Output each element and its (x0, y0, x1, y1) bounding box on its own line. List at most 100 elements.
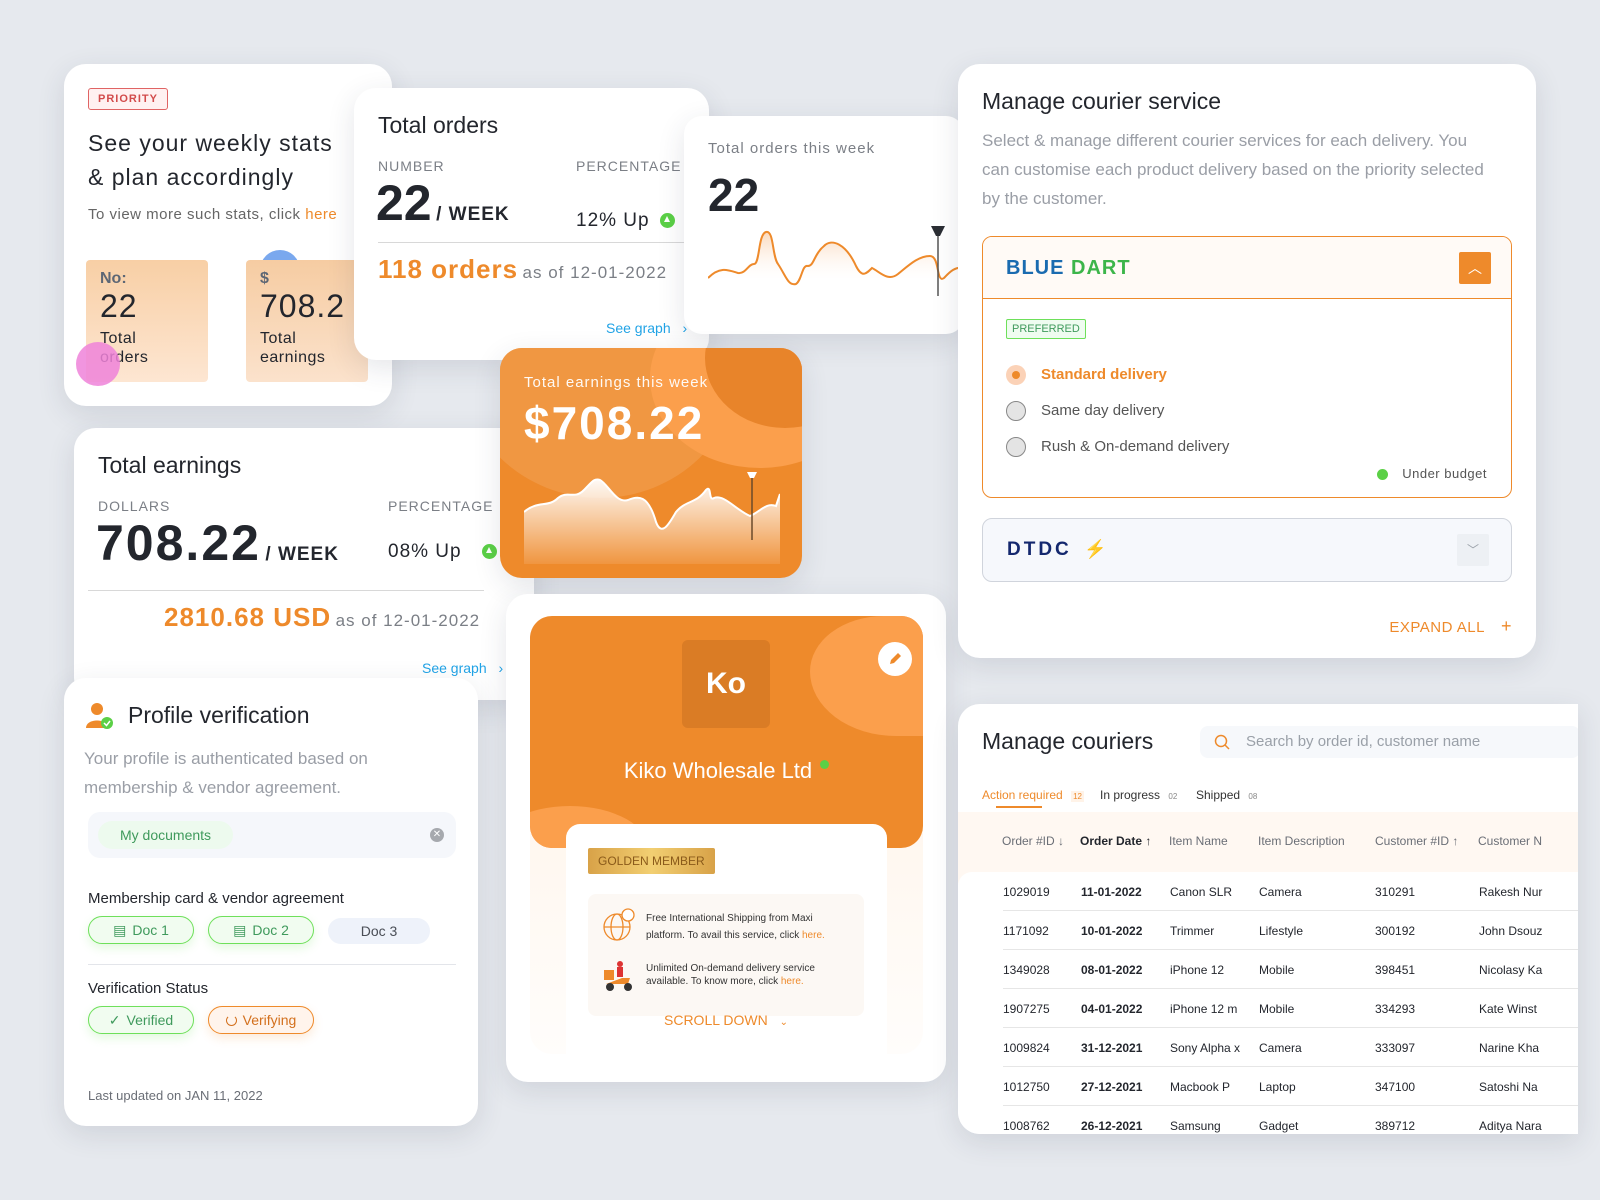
dtdc-logo: DTDC ⚡ (1007, 539, 1107, 560)
blue-dart-header[interactable]: BLUE DART ︿ (983, 237, 1511, 299)
total-orders-title: Total orders (378, 112, 499, 138)
scooter-delivery-icon (604, 961, 632, 991)
verified-badge-icon (820, 760, 830, 769)
earnings-week-title: Total earnings this week (524, 374, 709, 391)
here-link[interactable]: here. (780, 976, 804, 987)
expand-button[interactable]: ﹀ (1457, 534, 1489, 566)
table-row[interactable]: 1009824 31-12-2021 Sony Alpha x Camera 33309… (1003, 1028, 1578, 1067)
column-order-id[interactable]: Order #ID ↓ (1002, 834, 1065, 848)
up-arrow-icon (659, 213, 675, 229)
earnings-this-week-card: Total earnings this week $708.22 (500, 348, 802, 578)
earnings-see-graph-link[interactable]: See graph › (422, 660, 504, 676)
decorative-blob (810, 616, 923, 736)
courier-service-card: Manage courier service Select & manage d… (958, 64, 1536, 658)
table-row[interactable]: 1907275 04-01-2022 iPhone 12 m Mobile 334293… (1003, 989, 1578, 1028)
expand-all-button[interactable]: EXPAND ALL + (1389, 616, 1512, 636)
earnings-percentage: 08% Up (388, 541, 497, 563)
chevron-up-icon: ︿ (1468, 260, 1482, 276)
doc-1-button[interactable]: ▤ Doc 1 (88, 916, 194, 944)
tab-in-progress[interactable]: In progress 02 (1100, 788, 1178, 802)
radio-rush-delivery[interactable] (1006, 437, 1026, 457)
collapse-button[interactable]: ︿ (1459, 252, 1491, 284)
tab-shipped[interactable]: Shipped 08 (1196, 788, 1258, 802)
scroll-down-button[interactable]: SCROLL DOWN ⌄ (664, 1012, 788, 1028)
dtdc-panel[interactable]: DTDC ⚡ ﹀ (982, 518, 1512, 582)
orders-value: 22 / WEEK (376, 175, 510, 231)
membership-panel: GOLDEN MEMBER Free International Shippin… (566, 824, 887, 1082)
doc-3-button[interactable]: Doc 3 (328, 918, 430, 944)
title-line-1: See your weekly stats (88, 130, 333, 156)
golden-member-badge: GOLDEN MEMBER (588, 848, 715, 874)
orders-see-graph-link[interactable]: See graph › (606, 320, 688, 336)
option-same-day-delivery[interactable]: Same day delivery (1041, 402, 1165, 419)
spinner-icon (225, 1014, 237, 1026)
company-name: Kiko Wholesale Ltd (530, 758, 923, 784)
option-standard-delivery[interactable]: Standard delivery (1041, 366, 1167, 383)
table-row[interactable]: 1012750 27-12-2021 Macbook P Laptop 347100 Sa… (1003, 1067, 1578, 1106)
weekly-stats-card: PRIORITY See your weekly stats & plan ac… (64, 64, 392, 406)
check-icon: ✓ (108, 1011, 121, 1028)
manage-couriers-card: Manage couriers Search by order id, cust… (958, 704, 1578, 1134)
total-orders-card: Total orders NUMBER PERCENTAGE 22 / WEEK… (354, 88, 709, 360)
column-customer-name[interactable]: Customer N (1478, 834, 1543, 848)
profile-verification-card: Profile verification Your profile is aut… (64, 678, 478, 1126)
radio-standard-delivery[interactable] (1006, 365, 1026, 385)
runner-icon: ⚡ (1084, 539, 1107, 559)
globe-dollar-icon (603, 908, 635, 941)
tab-action-required[interactable]: Action required 12 (982, 788, 1084, 802)
kiko-header: Ko Kiko Wholesale Ltd (530, 616, 923, 848)
document-icon: ▤ (113, 921, 127, 938)
orders-total: 118 orders as of 12-01-2022 (378, 254, 668, 284)
kiko-profile-card: Ko Kiko Wholesale Ltd GOLDEN MEMBER Free… (506, 594, 946, 1082)
total-earnings-title: Total earnings (98, 452, 242, 478)
earnings-value: 708.22 / WEEK (96, 515, 339, 571)
profile-verification-title: Profile verification (128, 702, 310, 728)
table-row[interactable]: 1171092 10-01-2022 Trimmer Lifestyle 300192 J… (1003, 911, 1578, 950)
courier-service-description: Select & manage different courier servic… (982, 131, 1484, 208)
manage-couriers-title: Manage couriers (982, 728, 1154, 754)
orders-week-value: 22 (708, 169, 760, 221)
documents-field[interactable]: My documents ✕ (88, 812, 456, 858)
orders-percentage: 12% Up (576, 210, 675, 232)
profile-description: Your profile is authenticated based on me… (84, 749, 368, 797)
search-placeholder: Search by order id, customer name (1246, 733, 1481, 750)
blue-dart-logo: BLUE DART (1006, 257, 1131, 279)
earnings-total: 2810.68 USD as of 12-01-2022 (164, 602, 481, 632)
here-link[interactable]: here (305, 206, 338, 223)
edit-button[interactable] (878, 642, 912, 676)
table-row[interactable]: 1349028 08-01-2022 iPhone 12 Mobile 398451 Ni… (1003, 950, 1578, 989)
active-tab-indicator (996, 806, 1042, 808)
table-row[interactable]: 1029019 11-01-2022 Canon SLR Camera 310291 Ra… (1003, 872, 1578, 911)
status-dot-icon (1377, 469, 1389, 481)
radio-same-day-delivery[interactable] (1006, 401, 1026, 421)
budget-status: Under budget (1377, 466, 1487, 481)
doc-2-button[interactable]: ▤ Doc 2 (208, 916, 314, 944)
user-verified-icon (86, 703, 113, 729)
option-rush-delivery[interactable]: Rush & On-demand delivery (1041, 438, 1230, 455)
tab-count: 02 (1168, 792, 1178, 801)
my-documents-chip[interactable]: My documents (98, 821, 234, 849)
clear-icon[interactable]: ✕ (430, 828, 444, 842)
table-body: 1029019 11-01-2022 Canon SLR Camera 310291 Ra… (958, 872, 1578, 1134)
search-input[interactable]: Search by order id, customer name (1200, 726, 1578, 758)
search-icon (1214, 734, 1230, 750)
column-item-description[interactable]: Item Description (1258, 834, 1345, 848)
benefit-on-demand: Unlimited On-demand delivery service avai… (646, 963, 815, 987)
column-item-name[interactable]: Item Name (1169, 834, 1228, 848)
earnings-tile-value: 708.2 (260, 288, 346, 324)
column-order-date[interactable]: Order Date ↑ (1080, 834, 1152, 848)
here-link[interactable]: here. (801, 930, 825, 941)
percentage-label: PERCENTAGE (388, 498, 494, 514)
verified-status: ✓ Verified (88, 1006, 194, 1034)
orders-tile-label: No: (100, 270, 127, 287)
subtitle-text: To view more such stats, click (88, 206, 306, 223)
verifying-status: Verifying (208, 1006, 314, 1034)
courier-service-title: Manage courier service (982, 88, 1222, 114)
earnings-tile-label: $ (260, 270, 269, 287)
chevron-down-icon: ⌄ (779, 1017, 788, 1028)
table-row[interactable]: 1008762 26-12-2021 Samsung Gadget 389712 Adit… (1003, 1106, 1578, 1134)
company-avatar: Ko (682, 640, 770, 728)
verification-status-label: Verification Status (88, 980, 209, 997)
column-customer-id[interactable]: Customer #ID ↑ (1375, 834, 1459, 848)
plus-icon: + (1500, 616, 1512, 636)
